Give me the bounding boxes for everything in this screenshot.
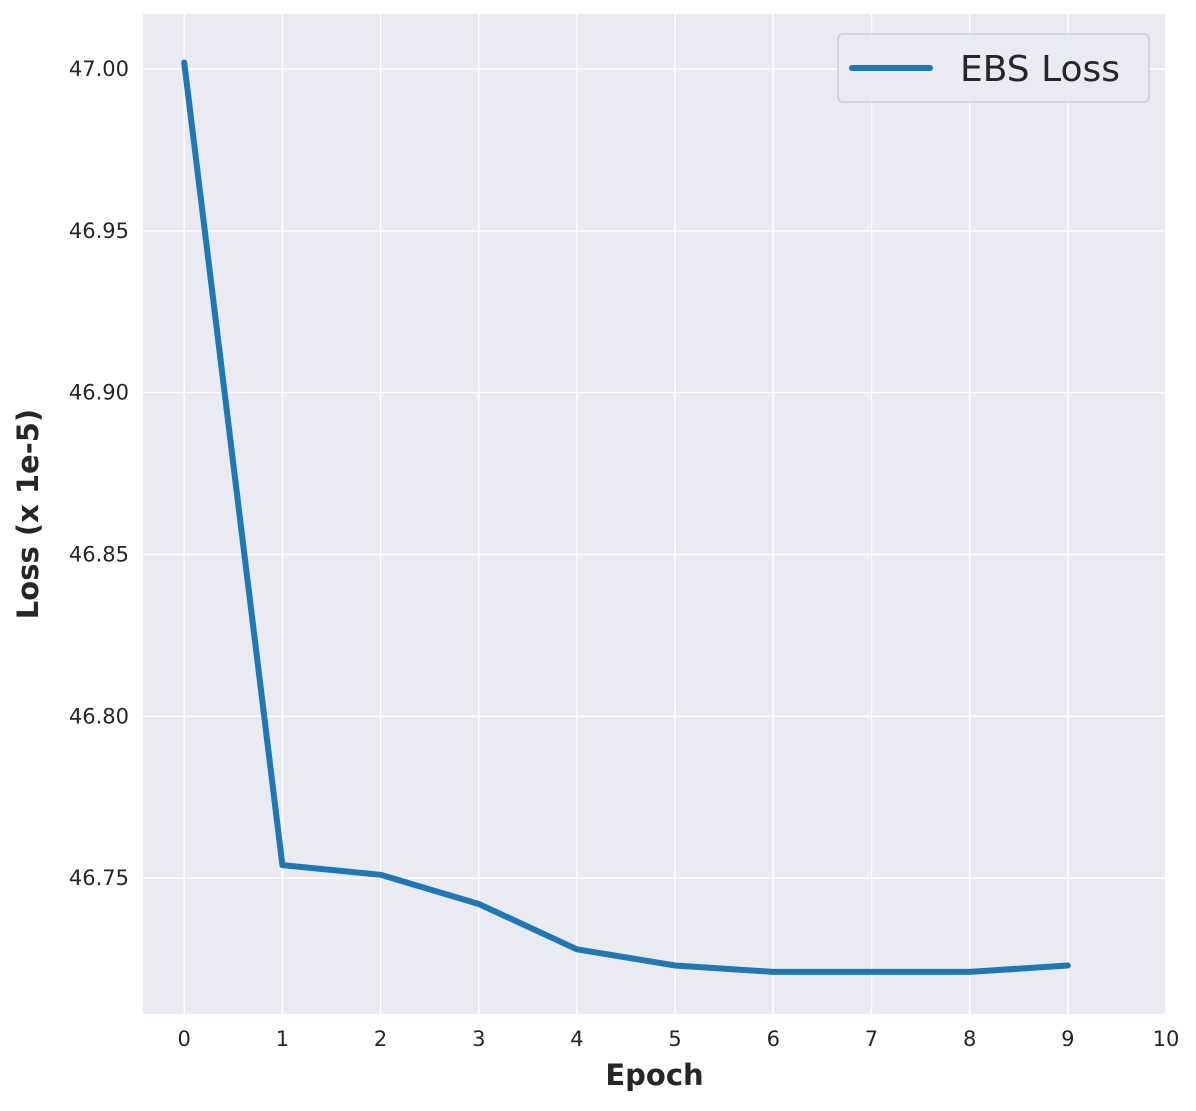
x-tick-label: 8 — [963, 1027, 976, 1051]
x-tick-label: 3 — [472, 1027, 485, 1051]
x-tick-label: 9 — [1061, 1027, 1074, 1051]
x-tick-label: 5 — [668, 1027, 681, 1051]
y-axis-ticks: 46.75 46.80 46.85 46.90 46.95 47.00 — [69, 57, 129, 890]
x-axis-ticks: 0 1 2 3 4 5 6 7 8 9 10 — [178, 1027, 1180, 1051]
y-tick-label: 47.00 — [69, 57, 129, 81]
x-tick-label: 2 — [374, 1027, 387, 1051]
legend-label-ebs-loss: EBS Loss — [960, 49, 1120, 90]
y-tick-label: 46.90 — [69, 381, 129, 405]
y-tick-label: 46.85 — [69, 542, 129, 566]
x-tick-label: 7 — [865, 1027, 878, 1051]
y-tick-label: 46.75 — [69, 866, 129, 890]
x-tick-label: 0 — [178, 1027, 191, 1051]
legend: EBS Loss — [838, 34, 1149, 102]
y-tick-label: 46.80 — [69, 704, 129, 728]
x-tick-label: 10 — [1153, 1027, 1180, 1051]
x-tick-label: 6 — [767, 1027, 780, 1051]
y-tick-label: 46.95 — [69, 219, 129, 243]
x-axis-title: Epoch — [605, 1058, 703, 1092]
y-axis-title: Loss (x 1e-5) — [11, 409, 45, 619]
x-tick-label: 1 — [276, 1027, 289, 1051]
x-tick-label: 4 — [570, 1027, 583, 1051]
